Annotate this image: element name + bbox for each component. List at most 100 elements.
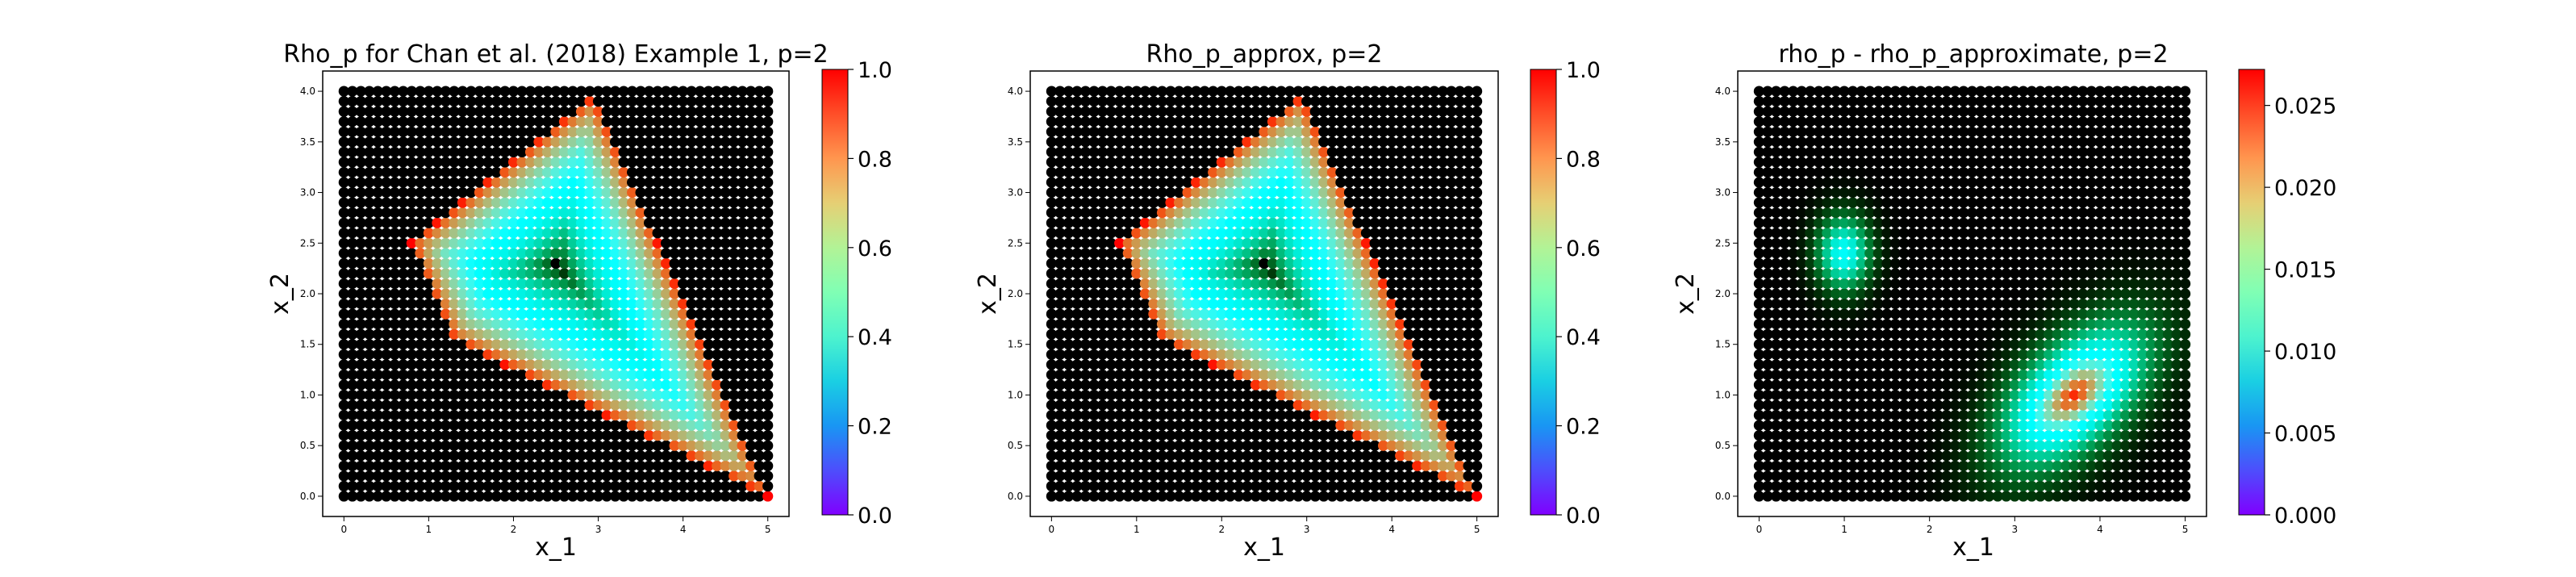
heatmap-dot bbox=[507, 328, 520, 340]
heatmap-dot bbox=[558, 217, 570, 228]
heatmap-dot bbox=[567, 177, 578, 188]
heatmap-dot bbox=[338, 359, 349, 370]
heatmap-dot bbox=[338, 257, 349, 269]
heatmap-dot bbox=[601, 450, 612, 462]
heatmap-dot bbox=[550, 491, 562, 502]
heatmap-dot bbox=[516, 420, 528, 431]
heatmap-dot bbox=[516, 369, 528, 380]
heatmap-dot bbox=[584, 308, 595, 320]
heatmap-dot bbox=[415, 460, 426, 471]
heatmap-dot bbox=[389, 480, 400, 492]
heatmap-dot bbox=[635, 389, 646, 401]
heatmap-dot bbox=[482, 379, 494, 391]
heatmap-dot bbox=[610, 450, 621, 462]
heatmap-dot bbox=[592, 157, 604, 168]
heatmap-dot bbox=[491, 450, 503, 462]
heatmap-dot bbox=[338, 116, 349, 128]
heatmap-dot bbox=[524, 430, 536, 441]
heatmap-dot bbox=[338, 248, 349, 259]
heatmap-dot bbox=[457, 217, 469, 228]
heatmap-dot bbox=[432, 257, 443, 269]
heatmap-dot bbox=[491, 288, 503, 299]
heatmap-dot bbox=[567, 146, 578, 157]
heatmap-dot bbox=[610, 491, 621, 502]
heatmap-dot bbox=[347, 116, 358, 128]
heatmap-dot bbox=[406, 491, 417, 502]
panel-2-y-axis-label: x_2 bbox=[974, 273, 1002, 315]
heatmap-dot bbox=[491, 359, 503, 370]
heatmap-dot bbox=[381, 197, 392, 208]
heatmap-dot bbox=[592, 298, 604, 310]
heatmap-dot bbox=[635, 166, 646, 178]
heatmap-dot bbox=[635, 217, 646, 228]
heatmap-dot bbox=[516, 146, 528, 157]
heatmap-dot bbox=[516, 480, 528, 492]
heatmap-dot bbox=[389, 278, 400, 290]
heatmap-dot bbox=[533, 146, 545, 157]
heatmap-dot bbox=[601, 136, 612, 148]
heatmap-dot bbox=[635, 136, 646, 148]
heatmap-dot bbox=[575, 96, 587, 107]
heatmap-dot bbox=[567, 359, 578, 370]
heatmap-dot bbox=[389, 470, 400, 482]
heatmap-dot bbox=[507, 157, 520, 168]
heatmap-dot bbox=[627, 136, 638, 148]
heatmap-dot bbox=[364, 399, 375, 411]
heatmap-dot bbox=[524, 157, 536, 168]
heatmap-dot bbox=[499, 106, 511, 117]
heatmap-dot bbox=[541, 470, 553, 482]
heatmap-dot bbox=[541, 197, 553, 208]
heatmap-dot bbox=[1472, 389, 1483, 401]
heatmap-dot bbox=[601, 319, 612, 330]
heatmap-dot bbox=[601, 96, 612, 107]
heatmap-dot bbox=[524, 349, 536, 360]
heatmap-dot bbox=[762, 389, 774, 401]
heatmap-dot bbox=[575, 228, 587, 239]
heatmap-dot bbox=[507, 257, 520, 269]
heatmap-dot bbox=[601, 460, 612, 471]
heatmap-dot bbox=[762, 197, 774, 208]
heatmap-dot bbox=[592, 217, 604, 228]
heatmap-dot bbox=[592, 106, 604, 117]
heatmap-dot bbox=[635, 126, 646, 137]
heatmap-dot bbox=[635, 369, 646, 380]
heatmap-dot bbox=[652, 248, 663, 259]
heatmap-dot bbox=[474, 460, 486, 471]
heatmap-dot bbox=[507, 339, 520, 350]
heatmap-dot bbox=[1472, 96, 1483, 107]
heatmap-dot bbox=[601, 409, 612, 421]
heatmap-dot bbox=[592, 349, 604, 360]
heatmap-dot bbox=[567, 186, 578, 199]
heatmap-dot bbox=[482, 207, 494, 219]
heatmap-dot bbox=[558, 430, 570, 441]
heatmap-dot bbox=[541, 237, 553, 249]
heatmap-dot bbox=[1472, 308, 1483, 320]
heatmap-dot bbox=[364, 197, 375, 208]
heatmap-dot bbox=[762, 217, 774, 228]
heatmap-dot bbox=[364, 328, 375, 340]
heatmap-dot bbox=[364, 480, 375, 492]
heatmap-dot bbox=[457, 86, 469, 97]
heatmap-dot bbox=[601, 328, 612, 340]
heatmap-dot bbox=[635, 86, 646, 97]
y-tick-label: 4.0 bbox=[1008, 86, 1023, 97]
heatmap-dot bbox=[355, 460, 366, 471]
heatmap-dot bbox=[507, 248, 520, 259]
heatmap-dot bbox=[474, 197, 486, 208]
heatmap-dot bbox=[541, 166, 553, 178]
heatmap-dot bbox=[355, 217, 366, 228]
heatmap-dot bbox=[575, 379, 587, 391]
heatmap-dot bbox=[457, 450, 469, 462]
heatmap-dot bbox=[533, 440, 545, 451]
heatmap-dot bbox=[541, 399, 553, 411]
heatmap-dot bbox=[762, 491, 774, 502]
heatmap-dot bbox=[364, 389, 375, 401]
heatmap-dot bbox=[491, 166, 503, 178]
heatmap-dot bbox=[499, 491, 511, 502]
heatmap-dot bbox=[507, 237, 520, 249]
heatmap-dot bbox=[584, 166, 595, 178]
heatmap-dot bbox=[440, 136, 452, 148]
colorbar-tick-label: 0.6 bbox=[1566, 236, 1601, 261]
heatmap-dot bbox=[491, 399, 503, 411]
heatmap-dot bbox=[423, 328, 435, 340]
